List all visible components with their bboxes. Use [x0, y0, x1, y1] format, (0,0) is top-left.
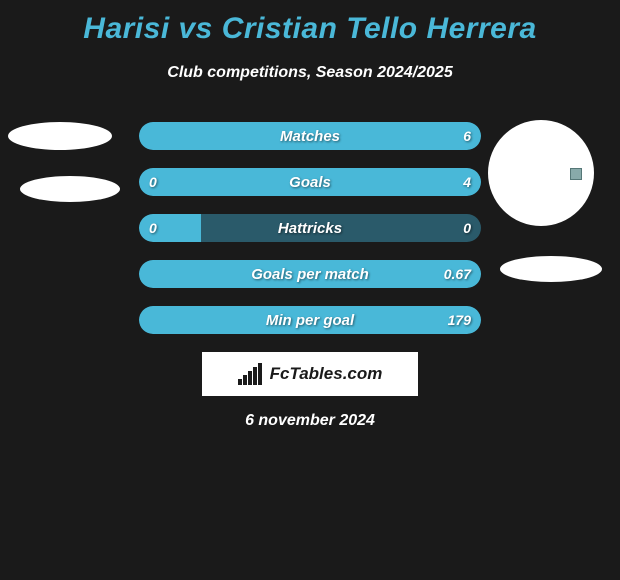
stat-label: Goals per match [139, 260, 481, 288]
stat-label: Hattricks [139, 214, 481, 242]
stat-value-right: 0.67 [444, 260, 471, 288]
stat-bar: Min per goal179 [139, 306, 481, 334]
stat-value-left: 0 [149, 214, 157, 242]
branding-logo-icon [238, 363, 264, 385]
stat-label: Goals [139, 168, 481, 196]
stat-label: Matches [139, 122, 481, 150]
player-right-avatar [488, 120, 594, 226]
stat-bar: Hattricks0 0 [139, 214, 481, 242]
stat-value-right: 0 [463, 214, 471, 242]
stat-value-left: 0 [149, 168, 157, 196]
image-placeholder-icon [570, 168, 582, 180]
stat-value-right: 179 [448, 306, 471, 334]
player-right-avatar-placeholder-2 [500, 256, 602, 282]
stat-bar: Matches6 [139, 122, 481, 150]
branding-badge: FcTables.com [202, 352, 418, 396]
stat-bar: Goals0 4 [139, 168, 481, 196]
page-subtitle: Club competitions, Season 2024/2025 [0, 64, 620, 82]
stat-value-right: 4 [463, 168, 471, 196]
date-label: 6 november 2024 [0, 412, 620, 430]
page-title: Harisi vs Cristian Tello Herrera [0, 0, 620, 46]
player-left-avatar-placeholder-1 [8, 122, 112, 150]
stat-bar: Goals per match0.67 [139, 260, 481, 288]
stats-container: Matches6Goals04Hattricks00Goals per matc… [0, 122, 620, 334]
player-left-avatar-placeholder-2 [20, 176, 120, 202]
stat-value-right: 6 [463, 122, 471, 150]
branding-text: FcTables.com [270, 364, 383, 384]
stat-label: Min per goal [139, 306, 481, 334]
